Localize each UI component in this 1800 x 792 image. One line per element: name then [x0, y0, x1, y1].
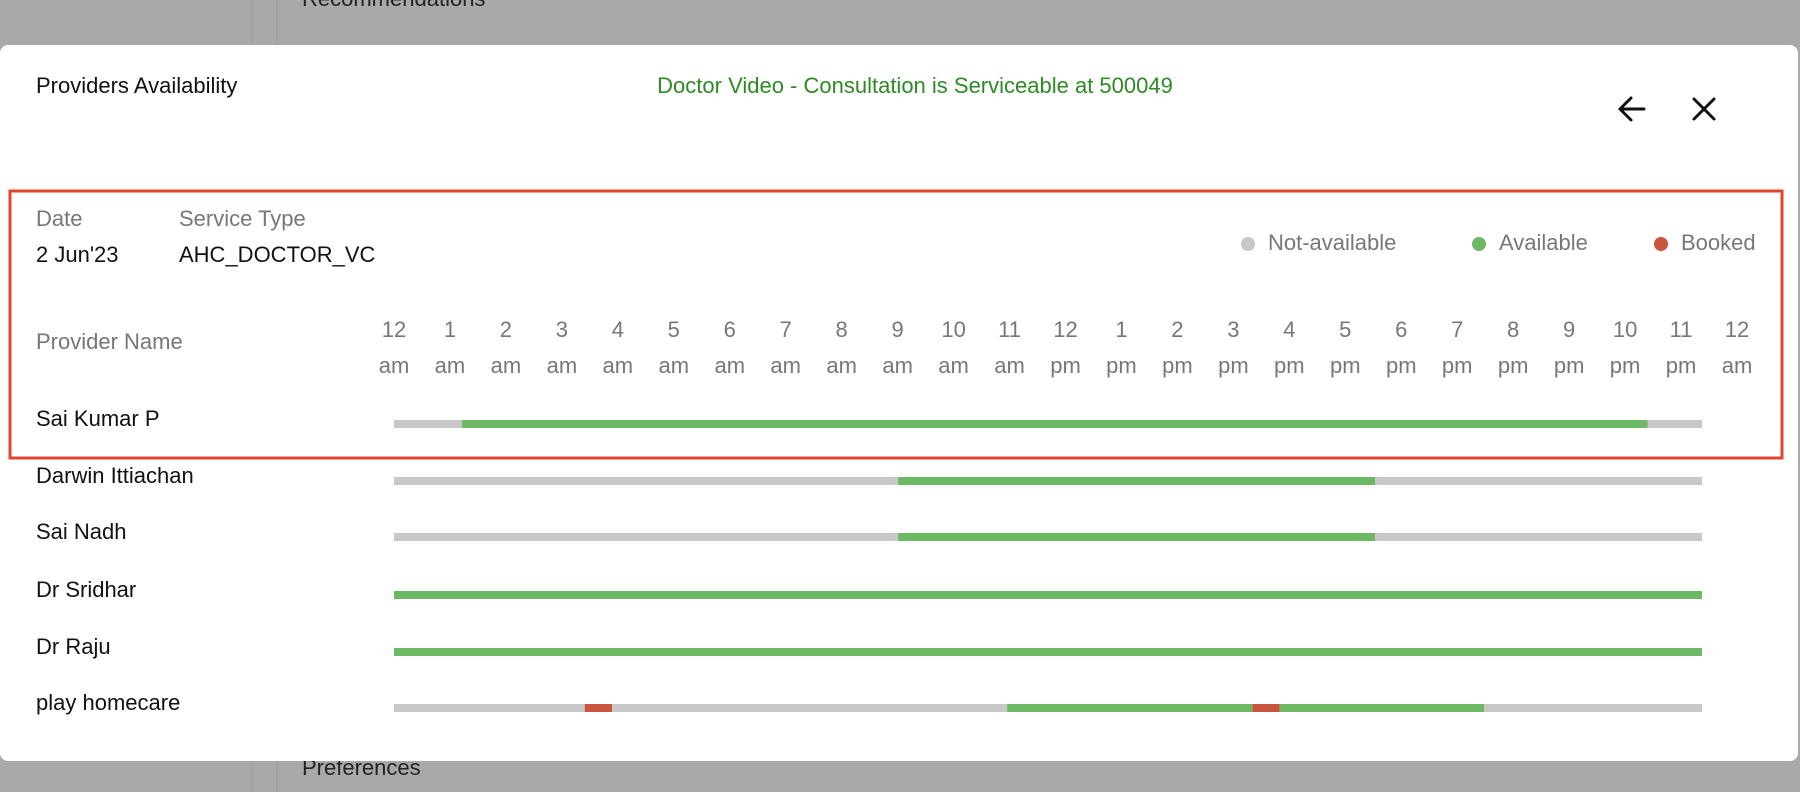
availability-segment	[394, 420, 463, 428]
time-tick-hour: 6	[724, 317, 736, 342]
time-tick-hour: 12	[382, 317, 406, 342]
time-tick-period: pm	[1610, 353, 1641, 378]
time-tick-hour: 4	[1283, 317, 1295, 342]
time-tick-hour: 12	[1725, 317, 1749, 342]
availability-segment	[1375, 477, 1702, 485]
time-tick-hour: 9	[1563, 317, 1575, 342]
time-tick-hour: 1	[444, 317, 456, 342]
legend-label: Not-available	[1268, 230, 1396, 255]
time-tick-period: am	[435, 353, 466, 378]
time-tick-period: pm	[1498, 353, 1529, 378]
time-tick-period: pm	[1106, 353, 1137, 378]
time-tick-period: am	[994, 353, 1025, 378]
availability-segment	[1647, 420, 1702, 428]
provider-name: Sai Kumar P	[36, 406, 160, 431]
time-tick-period: am	[379, 353, 410, 378]
legend-label: Available	[1499, 230, 1588, 255]
modal	[0, 45, 1798, 761]
time-tick-hour: 1	[1115, 317, 1127, 342]
time-tick-period: pm	[1274, 353, 1305, 378]
time-tick-hour: 4	[612, 317, 624, 342]
availability-segment	[612, 704, 1008, 712]
availability-segment	[584, 704, 612, 712]
availability-segment	[394, 533, 899, 541]
time-tick-hour: 11	[1670, 317, 1693, 342]
time-tick-hour: 2	[1171, 317, 1183, 342]
close-button[interactable]	[1692, 97, 1716, 121]
provider-name: Dr Raju	[36, 634, 111, 659]
back-button[interactable]	[1618, 96, 1646, 122]
time-tick-period: am	[547, 353, 578, 378]
time-tick-hour: 7	[1451, 317, 1463, 342]
time-tick-period: pm	[1442, 353, 1473, 378]
availability-segment	[1007, 704, 1253, 712]
time-tick-hour: 12	[1053, 317, 1077, 342]
legend-dot	[1472, 237, 1486, 251]
time-tick-period: am	[770, 353, 801, 378]
availability-segment	[1252, 704, 1280, 712]
time-tick-period: pm	[1666, 353, 1697, 378]
time-tick-period: am	[826, 353, 857, 378]
availability-segment	[394, 704, 585, 712]
availability-segment	[462, 420, 1648, 428]
filter-value: AHC_DOCTOR_VC	[179, 242, 376, 267]
time-tick-period: pm	[1218, 353, 1249, 378]
modal-title: Providers Availability	[36, 73, 237, 98]
time-tick-period: pm	[1050, 353, 1081, 378]
service-message: Doctor Video - Consultation is Serviceab…	[657, 73, 1173, 98]
filter-label: Date	[36, 206, 82, 231]
time-tick-period: pm	[1386, 353, 1417, 378]
availability-segment	[898, 477, 1375, 485]
legend-dot	[1241, 237, 1255, 251]
time-tick-period: pm	[1330, 353, 1361, 378]
availability-segment	[394, 648, 1702, 656]
time-tick-hour: 2	[500, 317, 512, 342]
section-title: Recommendations	[302, 0, 485, 11]
filter-label: Service Type	[179, 206, 306, 231]
time-tick-hour: 11	[998, 317, 1021, 342]
availability-segment	[394, 477, 899, 485]
filter-value: 2 Jun'23	[36, 242, 119, 267]
availability-segment	[394, 591, 1702, 599]
legend-dot	[1654, 237, 1668, 251]
time-tick-period: am	[714, 353, 745, 378]
time-tick-hour: 3	[556, 317, 568, 342]
provider-name: Dr Sridhar	[36, 577, 136, 602]
time-tick-period: am	[1722, 353, 1753, 378]
provider-name: Darwin Ittiachan	[36, 463, 194, 488]
time-tick-period: am	[491, 353, 522, 378]
time-tick-hour: 7	[780, 317, 792, 342]
provider-name: Sai Nadh	[36, 519, 127, 544]
time-tick-hour: 8	[1507, 317, 1519, 342]
availability-segment	[1484, 704, 1702, 712]
time-tick-hour: 9	[892, 317, 904, 342]
availability-segment	[1279, 704, 1484, 712]
time-tick-period: pm	[1162, 353, 1193, 378]
time-tick-hour: 6	[1395, 317, 1407, 342]
legend-label: Booked	[1681, 230, 1756, 255]
time-tick-period: pm	[1554, 353, 1585, 378]
column-header: Provider Name	[36, 329, 183, 354]
time-tick-period: am	[603, 353, 634, 378]
time-tick-hour: 5	[1339, 317, 1351, 342]
availability-segment	[898, 533, 1375, 541]
time-tick-hour: 3	[1227, 317, 1239, 342]
time-tick-period: am	[938, 353, 969, 378]
availability-segment	[1375, 533, 1702, 541]
time-tick-hour: 10	[1613, 317, 1637, 342]
time-tick-hour: 10	[941, 317, 965, 342]
time-tick-hour: 5	[668, 317, 680, 342]
time-tick-hour: 8	[836, 317, 848, 342]
time-tick-period: am	[882, 353, 913, 378]
time-tick-period: am	[659, 353, 690, 378]
highlight-box	[8, 189, 1784, 460]
provider-name: play homecare	[36, 690, 180, 715]
